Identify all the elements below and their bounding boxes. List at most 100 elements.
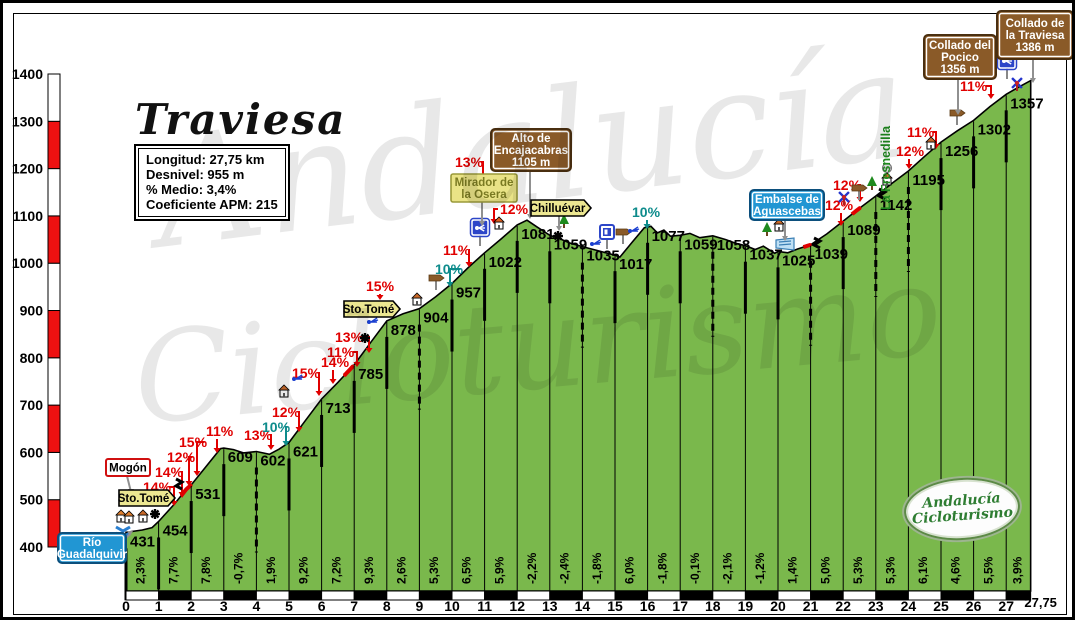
grade-label: 4,6%: [949, 556, 963, 584]
grade-callout-arrowhead: [905, 164, 913, 169]
grade-label: 5,0%: [818, 556, 832, 584]
elevation-label: 454: [163, 522, 189, 539]
grade-label: 1,9%: [264, 556, 278, 584]
y-axis-label: 600: [20, 444, 44, 460]
sign-inner-border: [998, 12, 1072, 58]
grade-callout-arrowhead: [329, 379, 337, 384]
grade-callout-label: 11%: [443, 242, 471, 258]
x-axis-label: 24: [901, 598, 917, 614]
grade-callout-arrow-line: [493, 208, 498, 220]
sign-text: Collado del: [929, 40, 991, 52]
sign-pole-arrow: [955, 110, 961, 115]
elevation-label: 1017: [619, 256, 652, 273]
km-scale-segment: [223, 590, 257, 601]
grade-callout-arrowhead: [295, 427, 303, 432]
sign-text: Sto.Tomé: [343, 304, 395, 316]
grade-label: -1,8%: [590, 552, 604, 584]
map-icons: [115, 50, 1023, 539]
grade-callout-arrowhead: [987, 94, 995, 99]
x-axis-label: 15: [607, 598, 623, 614]
grade-callout-arrow-line: [449, 268, 461, 283]
grade-label: 6,5%: [460, 556, 474, 584]
x-axis-label: 8: [383, 598, 391, 614]
grade-callout-arrowhead: [376, 295, 384, 300]
elevation-label: 1081: [521, 226, 554, 243]
sign-inner-border: [925, 36, 995, 78]
x-axis-label: 12: [509, 598, 525, 614]
x-axis-label: 17: [672, 598, 688, 614]
bend-icon: [173, 477, 185, 491]
sign-chilluevar: Chilluévar: [530, 199, 593, 231]
grade-callout-label: 10%: [262, 419, 291, 435]
sign-icon: [428, 274, 445, 290]
grade-callout-label: 12%: [500, 201, 529, 217]
elevation-label: 531: [195, 486, 220, 503]
sign-board: [996, 10, 1072, 60]
steep-section-mark: [850, 206, 862, 216]
elevation-label: 1037: [749, 247, 782, 264]
segment-grade-labels: 2,3% 7,7% 7,8% -0,7% 1,9% 9,2% 7,2% 9,3% 2,6% 5,3…: [134, 552, 1025, 584]
altitude-bar-segment: [47, 168, 61, 217]
house-icon: [925, 136, 937, 150]
x-axis-label: 7: [350, 598, 358, 614]
sign-text: Pocico: [941, 52, 979, 64]
grade-callout-label: 12%: [896, 143, 925, 159]
tree-icon: [762, 222, 772, 236]
elevation-label: 1039: [815, 246, 848, 263]
grade-callout-arrow-line: [188, 456, 193, 482]
grade-label: 7,2%: [329, 556, 343, 584]
grade-label: 2,6%: [394, 556, 408, 584]
grade-callout-arrow-line: [180, 471, 183, 493]
x-axis-label: 25: [933, 598, 949, 614]
x-axis-label: 0: [122, 598, 130, 614]
grade-callout-arrowhead: [282, 441, 290, 446]
grade-callout-arrowhead: [185, 481, 193, 486]
grade-callout-label: 13%: [335, 329, 364, 345]
grade-label: 5,9%: [492, 556, 506, 584]
sign-inner-border: [751, 191, 823, 219]
sign-mogon: Mogón: [105, 458, 151, 494]
y-axis-label: 500: [20, 492, 44, 508]
y-axis: 400 500 600 700 800 900 1000 1100 1200 1300 1400: [12, 66, 61, 555]
grade-callout-label: 12%: [272, 404, 301, 420]
windmill-icon: [1011, 77, 1023, 91]
info-average-grade: % Medio: 3,4%: [146, 182, 237, 197]
sign-sto-tome-1: Sto.Tomé: [118, 489, 177, 507]
sign-pole-arrow: [1030, 78, 1036, 83]
grade-callout-arrow-line: [985, 85, 992, 95]
x-axis-label: 4: [253, 598, 261, 614]
sign-board: [749, 189, 825, 221]
x-axis-label: 14: [575, 598, 591, 614]
view-icon: [367, 317, 379, 324]
km-scale-segment: [321, 590, 355, 601]
grade-label: 1,4%: [786, 556, 800, 584]
x-axis-label: 27: [998, 598, 1014, 614]
steep-section-mark: [801, 243, 812, 250]
grade-callout-label: 15%: [366, 278, 395, 294]
grade-label: 2,3%: [134, 556, 148, 584]
page-title: Traviesa: [135, 95, 347, 144]
y-axis-label: 900: [20, 303, 44, 319]
y-axis-label: 400: [20, 539, 44, 555]
sign-board: [530, 199, 593, 217]
grade-callout-arrow-line: [285, 426, 288, 442]
elevation-profile-area: [125, 79, 1032, 592]
sign-text: 1105 m: [512, 157, 550, 169]
grade-callout-arrowhead: [315, 391, 323, 396]
grade-callout-arrowhead: [193, 471, 201, 476]
x-axis-label: 21: [803, 598, 819, 614]
x-axis-end-label: 27,75: [1024, 595, 1057, 610]
grade-callout-label: 14%: [155, 464, 184, 480]
sign-pole-arrow: [556, 226, 562, 231]
grade-callout-arrowhead: [465, 262, 473, 267]
km-scale-segment: [158, 590, 192, 601]
bend-icon: [876, 187, 888, 201]
sign-text: la Osera: [461, 189, 507, 201]
x-axis: 0 1 2 3 4 5 6 7 8 9 10 11 12 13 14 15 16 17 18 19 20 21 22 23 24…: [122, 590, 1057, 614]
tree-icon: [559, 214, 569, 228]
sign-inner-border: [59, 534, 125, 562]
